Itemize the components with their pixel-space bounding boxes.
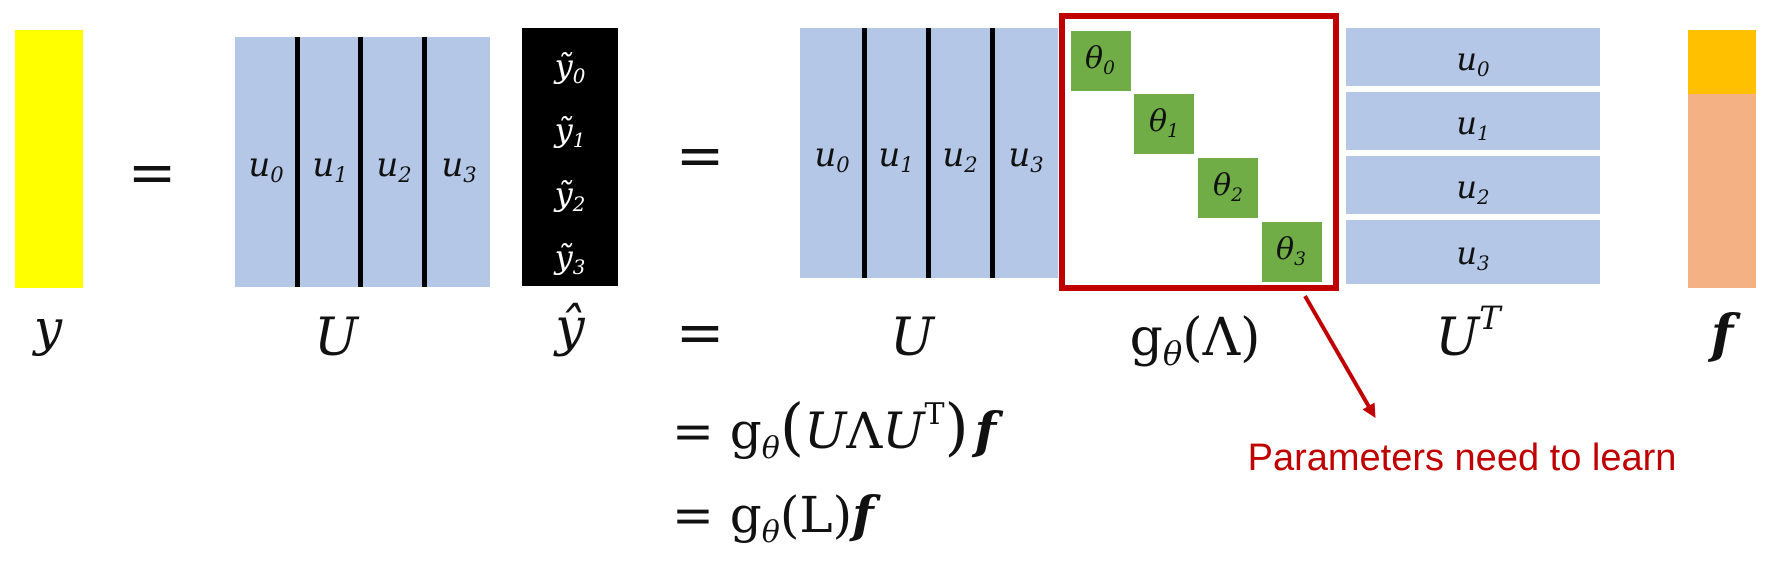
theta-0: θ0 [1085, 41, 1115, 79]
theta-cell-1 [1134, 94, 1194, 154]
theta-cell-0 [1071, 31, 1131, 91]
y-label: y [32, 299, 63, 357]
theta-2: θ2 [1213, 168, 1243, 206]
annotation-text: Parameters need to learn [1248, 437, 1677, 479]
U-right-column-2: u2 [942, 135, 977, 177]
f-vector-top [1688, 30, 1756, 94]
derivation-line-2: = gθ(L)f [672, 485, 881, 550]
highlight-box [1059, 13, 1339, 291]
f-vector-body [1688, 94, 1756, 288]
theta-cell-2 [1198, 158, 1258, 218]
yhat-label: ŷ [553, 298, 585, 358]
U-column-2: u2 [376, 145, 411, 187]
UT-row-1: u1 [1456, 104, 1489, 145]
U-column-0: u0 [248, 145, 283, 187]
theta-1: θ1 [1149, 104, 1179, 142]
equals-sign-2: = [676, 121, 725, 189]
yhat-entry-1: ỹ1 [553, 111, 586, 152]
theta-3: θ3 [1276, 232, 1306, 270]
UT-row-0: u0 [1456, 40, 1489, 81]
g-theta-diagonal: θ0 θ1 θ2 θ3 [1059, 13, 1339, 291]
yhat-vector: ỹ0 ỹ1 ỹ2 ỹ3 [522, 28, 618, 286]
g-theta-label: gθ(Λ) [1130, 308, 1261, 373]
y-vector [15, 30, 83, 288]
UT-row-2: u2 [1456, 168, 1489, 209]
U-right-column-0: u0 [814, 135, 849, 177]
derivation-line-1: = gθ(UΛUT) f [672, 390, 1004, 466]
annotation-arrow [1303, 294, 1376, 419]
UT-label: UT [1435, 299, 1503, 368]
equals-sign-3: = [676, 298, 725, 366]
theta-cell-3 [1262, 222, 1322, 282]
yhat-entry-0: ỹ0 [553, 47, 586, 88]
U-matrix-left: u0 u1 u2 u3 [235, 37, 490, 287]
U-column-1: u1 [312, 145, 347, 187]
U-matrix-right: u0 u1 u2 u3 [800, 28, 1058, 278]
UT-matrix: u0 u1 u2 u3 [1346, 28, 1600, 284]
U-label-right: U [890, 308, 936, 368]
yhat-entry-2: ỹ2 [553, 175, 586, 216]
U-right-column-1: u1 [878, 135, 913, 177]
yhat-entry-3: ỹ3 [553, 238, 586, 279]
U-right-column-3: u3 [1008, 135, 1043, 177]
U-column-3: u3 [441, 145, 476, 187]
f-label: f [1707, 304, 1741, 365]
UT-row-3: u3 [1456, 234, 1489, 275]
U-label-left: U [314, 308, 360, 368]
equals-sign-1: = [128, 138, 177, 206]
